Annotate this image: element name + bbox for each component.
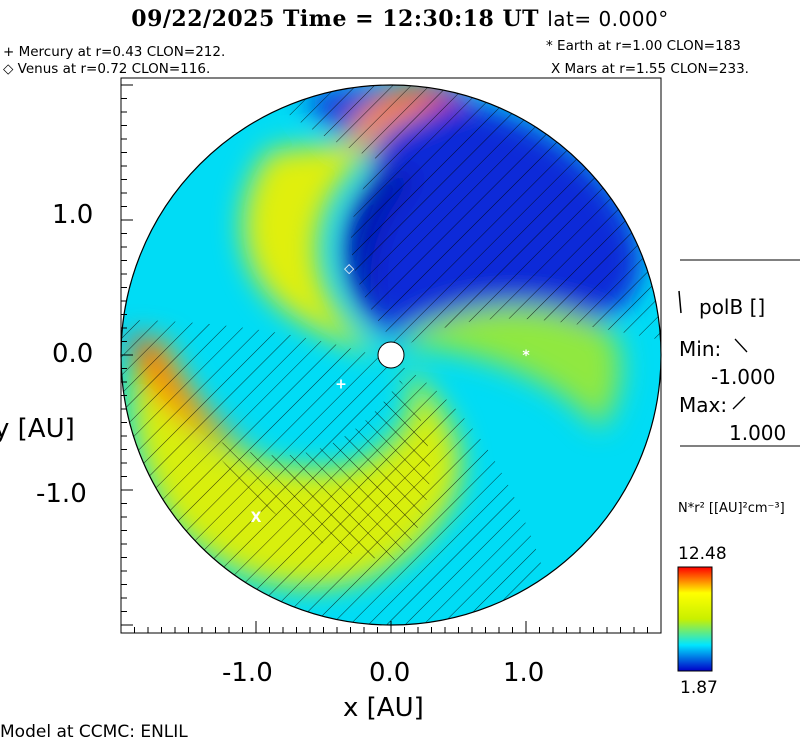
polarity-hatch-negative-b [200,380,430,560]
footer-credit: Model at CCMC: ENLIL [0,722,188,742]
colorbar-min-label: 1.87 [680,678,718,698]
earth-legend: * Earth at r=1.00 CLON=183 [546,38,741,54]
y-tick-label: 1.0 [52,200,94,230]
title-latitude: lat= 0.000° [547,7,669,31]
legend-min-hatch-glyph [734,338,748,353]
plot-title: 09/22/2025 Time = 12:30:18 UT lat= 0.000… [0,6,800,32]
axis-ticks [120,84,648,633]
colorbar [677,566,713,672]
planet-markers: + ◇ * X [251,261,531,526]
x-tick-label: -1.0 [222,658,273,688]
polarity-hatch-positive [121,85,661,350]
colorbar-max-label: 12.48 [678,544,727,564]
min-value: -1.000 [711,365,776,389]
x-tick-label: 0.0 [369,658,411,688]
x-tick-label: 1.0 [503,658,545,688]
mars-legend: X Mars at r=1.55 CLON=233. [551,61,749,77]
stream-band-east [400,305,621,430]
y-tick-label: 0.0 [52,339,94,369]
title-time: 09/22/2025 Time = 12:30:18 UT [131,6,540,32]
mercury-legend: + Mercury at r=0.43 CLON=212. [3,44,226,60]
x-axis-label: x [AU] [343,693,424,723]
max-value: 1.000 [729,421,787,445]
y-tick-label: -1.0 [36,479,87,509]
y-axis-label: y [AU] [0,414,75,444]
mars-marker: X [251,510,262,526]
min-label: Min: [679,337,722,361]
field-label: polB [] [699,295,766,319]
stream-band-north [242,140,385,355]
mercury-marker: + [335,376,347,392]
earth-marker: * [522,348,530,364]
sun-inner-boundary [377,341,405,369]
venus-marker: ◇ [344,261,354,276]
legend-bar-glyph [678,290,682,314]
legend-max-hatch-glyph [732,396,746,410]
density-disk [121,85,661,625]
max-label: Max: [679,393,728,417]
venus-legend: ◇ Venus at r=0.72 CLON=116. [3,61,211,77]
colorbar-label: N*r² [[AU]²cm⁻³] [678,501,785,516]
